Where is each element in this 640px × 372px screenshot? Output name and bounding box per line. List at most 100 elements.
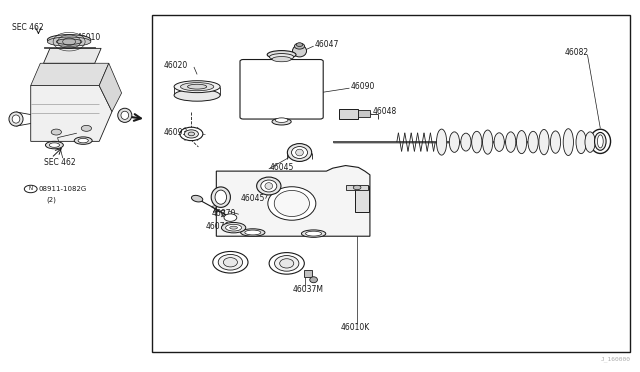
Ellipse shape: [257, 177, 281, 195]
Circle shape: [24, 185, 37, 193]
Ellipse shape: [265, 183, 273, 189]
Ellipse shape: [56, 39, 82, 45]
Ellipse shape: [310, 277, 317, 283]
Text: J_160000: J_160000: [600, 356, 630, 362]
Ellipse shape: [268, 187, 316, 220]
Ellipse shape: [272, 118, 291, 125]
Polygon shape: [44, 46, 95, 48]
Ellipse shape: [180, 83, 214, 91]
Polygon shape: [99, 63, 122, 112]
Ellipse shape: [598, 135, 603, 148]
Ellipse shape: [218, 254, 243, 270]
Text: SEC 462: SEC 462: [44, 158, 75, 167]
Ellipse shape: [275, 118, 288, 122]
Text: (2): (2): [46, 197, 56, 203]
Ellipse shape: [78, 138, 88, 143]
Text: 46082: 46082: [564, 48, 589, 57]
Ellipse shape: [211, 187, 230, 208]
Text: 46020: 46020: [163, 61, 188, 70]
Ellipse shape: [268, 51, 296, 59]
Ellipse shape: [472, 131, 482, 153]
Ellipse shape: [47, 35, 91, 45]
Bar: [355, 186, 369, 212]
Ellipse shape: [296, 149, 303, 156]
Polygon shape: [31, 86, 112, 141]
Ellipse shape: [245, 230, 261, 235]
Ellipse shape: [280, 259, 294, 268]
Text: 46070A: 46070A: [206, 222, 236, 231]
Bar: [346, 185, 368, 190]
Ellipse shape: [292, 45, 307, 57]
Ellipse shape: [184, 130, 198, 138]
Text: 08911-1082G: 08911-1082G: [38, 186, 86, 192]
Text: 46037M: 46037M: [293, 285, 324, 294]
Ellipse shape: [294, 43, 305, 49]
Ellipse shape: [449, 132, 460, 153]
Ellipse shape: [590, 129, 611, 154]
FancyBboxPatch shape: [240, 60, 323, 119]
Ellipse shape: [269, 54, 294, 60]
Ellipse shape: [12, 115, 20, 123]
Ellipse shape: [275, 190, 310, 217]
Ellipse shape: [226, 224, 242, 231]
Ellipse shape: [516, 131, 527, 154]
Text: 46090: 46090: [351, 82, 375, 91]
Ellipse shape: [272, 57, 291, 62]
Bar: [339, 109, 358, 119]
Ellipse shape: [47, 37, 91, 46]
Ellipse shape: [223, 257, 237, 267]
Ellipse shape: [261, 180, 277, 192]
Text: 46070: 46070: [211, 209, 236, 218]
Ellipse shape: [174, 81, 220, 93]
Ellipse shape: [241, 229, 265, 236]
Ellipse shape: [292, 147, 308, 158]
Ellipse shape: [45, 141, 63, 149]
Ellipse shape: [483, 130, 493, 154]
Polygon shape: [31, 63, 109, 86]
Ellipse shape: [296, 43, 303, 46]
Text: 46045: 46045: [270, 163, 294, 172]
Ellipse shape: [215, 190, 227, 204]
Ellipse shape: [563, 129, 573, 155]
Bar: [358, 110, 370, 117]
Bar: [304, 270, 312, 277]
Ellipse shape: [191, 195, 203, 202]
Polygon shape: [44, 48, 101, 63]
Text: 46047: 46047: [315, 40, 339, 49]
Ellipse shape: [174, 89, 220, 101]
Text: 46010K: 46010K: [340, 323, 370, 332]
Polygon shape: [216, 166, 370, 236]
Ellipse shape: [9, 112, 23, 126]
Ellipse shape: [506, 132, 516, 153]
Ellipse shape: [539, 129, 549, 155]
Text: 46048: 46048: [372, 107, 397, 116]
Circle shape: [81, 125, 92, 131]
Ellipse shape: [550, 131, 561, 153]
Ellipse shape: [461, 133, 471, 151]
Ellipse shape: [188, 84, 207, 89]
Ellipse shape: [528, 131, 538, 153]
Ellipse shape: [230, 226, 237, 229]
Ellipse shape: [212, 251, 248, 273]
Circle shape: [353, 185, 361, 190]
Ellipse shape: [74, 137, 92, 144]
Ellipse shape: [121, 111, 129, 119]
Ellipse shape: [494, 133, 504, 151]
Circle shape: [51, 129, 61, 135]
Ellipse shape: [180, 127, 203, 141]
Ellipse shape: [275, 256, 299, 271]
Ellipse shape: [306, 231, 322, 236]
Ellipse shape: [118, 108, 132, 122]
Ellipse shape: [576, 131, 586, 154]
Ellipse shape: [595, 132, 606, 150]
Text: 46093: 46093: [163, 128, 188, 137]
Ellipse shape: [269, 253, 305, 274]
Text: 46010: 46010: [77, 33, 101, 42]
Ellipse shape: [49, 143, 60, 147]
Ellipse shape: [301, 230, 326, 237]
Text: 46045: 46045: [241, 194, 265, 203]
Ellipse shape: [188, 132, 195, 136]
Ellipse shape: [436, 129, 447, 155]
Text: N: N: [29, 186, 33, 192]
Ellipse shape: [287, 144, 312, 161]
